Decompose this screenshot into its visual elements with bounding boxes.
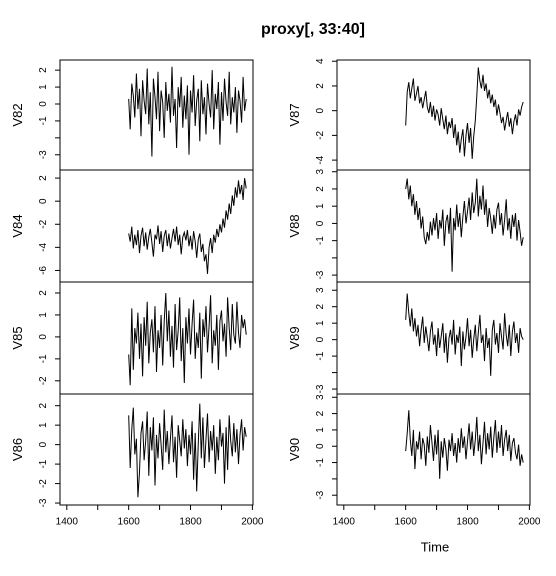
y-tick-label: 2: [315, 83, 326, 89]
y-tick-label: -1: [315, 236, 326, 245]
x-tick-label: 1400: [333, 517, 356, 528]
y-tick-label: 2: [315, 410, 326, 416]
y-tick-label: 0: [38, 334, 49, 340]
x-tick-label: 1800: [456, 517, 479, 528]
y-tick-label: 2: [38, 67, 49, 73]
chart-title: proxy[, 33:40]: [261, 21, 365, 38]
series-line: [128, 178, 247, 274]
y-tick-label: 0: [38, 198, 49, 204]
y-tick-label: 2: [38, 175, 49, 181]
y-tick-label: 3: [315, 287, 326, 293]
y-tick-label: 0: [38, 441, 49, 447]
series-line: [128, 292, 247, 386]
y-axis-label: V86: [10, 438, 25, 461]
y-tick-label: 3: [315, 169, 326, 175]
y-tick-label: 2: [38, 402, 49, 408]
y-tick-label: 2: [315, 303, 326, 309]
y-tick-label: -3: [315, 270, 326, 279]
y-axis-label: V89: [287, 326, 302, 349]
y-tick-label: -6: [38, 266, 49, 275]
y-axis-label: V88: [287, 214, 302, 237]
series-line: [128, 66, 247, 157]
x-tick-label: 2000: [241, 517, 264, 528]
y-tick-label: 1: [315, 203, 326, 209]
y-axis-label: V82: [10, 103, 25, 126]
panel-frame: [336, 169, 531, 283]
y-tick-label: -3: [38, 498, 49, 507]
x-tick-label: 1600: [395, 517, 418, 528]
x-tick-label: 1600: [118, 517, 141, 528]
series-line: [405, 67, 524, 159]
x-axis-label: Time: [421, 539, 449, 554]
y-tick-label: -2: [315, 131, 326, 140]
x-tick-label: 1800: [179, 517, 202, 528]
y-tick-label: 1: [38, 312, 49, 318]
y-axis-label: V90: [287, 438, 302, 461]
y-axis-label: V87: [287, 103, 302, 126]
y-axis-label: V84: [10, 214, 25, 237]
series-line: [405, 178, 524, 272]
x-tick-label: 1400: [56, 517, 79, 528]
y-tick-label: -3: [315, 490, 326, 499]
y-tick-label: 0: [38, 101, 49, 107]
y-tick-label: 0: [315, 443, 326, 449]
y-tick-label: -1: [38, 459, 49, 468]
y-tick-label: 0: [315, 107, 326, 113]
y-tick-label: 3: [315, 394, 326, 400]
y-tick-label: -4: [315, 155, 326, 164]
y-tick-label: -3: [38, 150, 49, 159]
y-axis-label: V85: [10, 326, 25, 349]
series-line: [405, 410, 524, 479]
panel-frame: [336, 393, 531, 506]
x-tick-label: 2000: [518, 517, 541, 528]
panel-frame: [59, 393, 254, 506]
y-tick-label: 0: [315, 336, 326, 342]
y-tick-label: 1: [315, 427, 326, 433]
y-tick-label: 4: [315, 58, 326, 64]
series-line: [405, 293, 524, 376]
panel-frame: [59, 281, 254, 395]
panel-frame: [336, 59, 531, 171]
y-tick-label: -3: [315, 384, 326, 393]
y-tick-label: 1: [38, 84, 49, 90]
y-tick-label: -1: [315, 351, 326, 360]
y-tick-label: -2: [38, 376, 49, 385]
y-tick-label: -4: [38, 242, 49, 251]
y-tick-label: -2: [38, 479, 49, 488]
y-tick-label: -2: [38, 219, 49, 228]
y-tick-label: 0: [315, 220, 326, 226]
y-tick-label: -1: [315, 458, 326, 467]
y-tick-label: 2: [315, 186, 326, 192]
y-tick-label: 1: [315, 320, 326, 326]
y-tick-label: 1: [38, 422, 49, 428]
series-line: [128, 403, 247, 498]
y-tick-label: -1: [38, 354, 49, 363]
y-tick-label: 2: [38, 290, 49, 296]
y-tick-label: -1: [38, 116, 49, 125]
